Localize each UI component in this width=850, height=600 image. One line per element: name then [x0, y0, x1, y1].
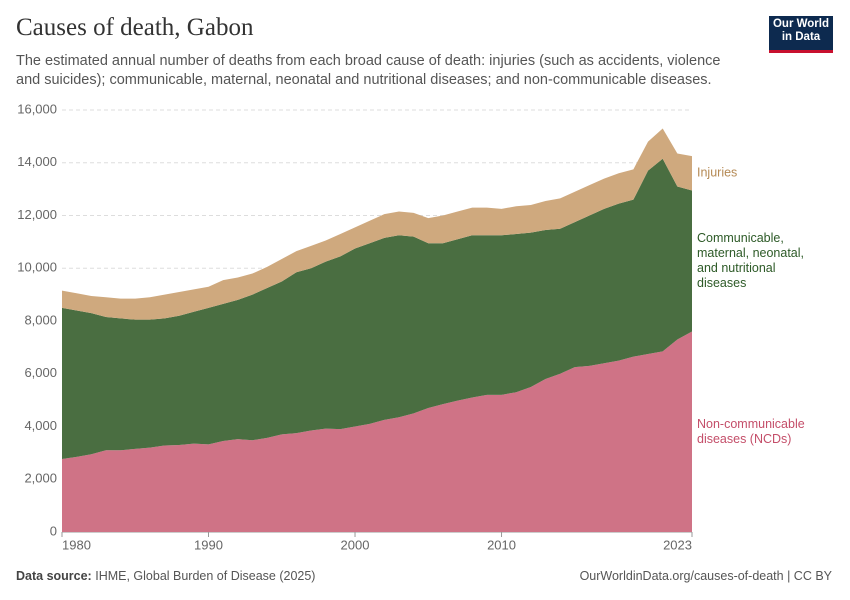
chart-subtitle: The estimated annual number of deaths fr… [16, 53, 721, 88]
logo[interactable]: Our World in Data [769, 16, 833, 53]
x-tick-label: 1990 [194, 537, 223, 552]
legend-label: Non-communicable diseases (NCDs) [697, 416, 805, 446]
chart-title: Causes of death, Gabon [16, 14, 254, 41]
y-tick-label: 8,000 [24, 312, 57, 327]
source: Data source: IHME, Global Burden of Dise… [16, 569, 315, 583]
source-text: IHME, Global Burden of Disease (2025) [95, 569, 316, 583]
source-label: Data source: [16, 569, 92, 583]
area [62, 128, 692, 320]
x-tick-label: 1980 [62, 537, 91, 552]
y-tick-label: 0 [50, 523, 57, 538]
legend-label: Communicable, maternal, neonatal, and nu… [697, 230, 805, 290]
legend-label: Injuries [697, 165, 738, 180]
x-tick-label: 2023 [663, 537, 692, 552]
area [62, 158, 692, 459]
y-tick-label: 12,000 [17, 207, 57, 222]
y-tick-label: 16,000 [17, 101, 57, 116]
y-tick-label: 10,000 [17, 260, 57, 275]
url[interactable]: OurWorldinData.org/causes-of-death | CC … [579, 569, 832, 583]
y-tick-label: 2,000 [24, 471, 57, 486]
x-tick-label: 2000 [341, 537, 370, 552]
y-tick-label: 4,000 [24, 418, 57, 433]
x-tick-label: 2010 [487, 537, 516, 552]
y-tick-label: 14,000 [17, 154, 57, 169]
area [62, 331, 692, 532]
y-tick-label: 6,000 [24, 365, 57, 380]
